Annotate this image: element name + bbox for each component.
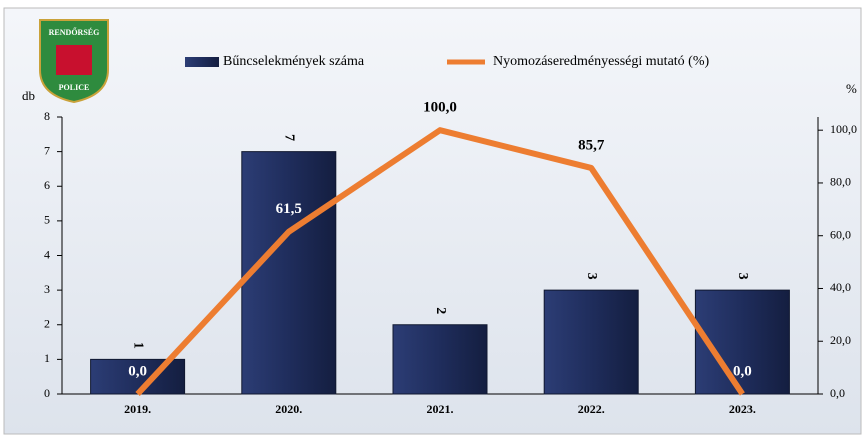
y2-tick-label: 0,0 [830, 386, 845, 400]
bar-value-label: 3 [584, 273, 599, 280]
line-value-label: 100,0 [423, 100, 457, 116]
bar-value-label: 7 [282, 134, 297, 141]
logo: RENDŐRSÉG POLICE [39, 19, 109, 104]
bar [543, 289, 639, 395]
y2-axis-label: % [846, 81, 857, 96]
line [135, 127, 745, 397]
legend: Bűncselekmények száma Nyomozáseredményess… [185, 54, 709, 69]
bar [241, 151, 337, 395]
y-tick-label: 6 [44, 178, 50, 192]
line-value-label: 0,0 [128, 363, 147, 379]
line-value-label: 0,0 [733, 363, 752, 379]
logo-center [56, 45, 92, 75]
y2-tick-label: 20,0 [830, 333, 851, 347]
y-tick-label: 1 [44, 351, 50, 365]
bar [392, 324, 488, 395]
y2-tick-label: 40,0 [830, 280, 851, 294]
y-tick-label: 4 [44, 247, 50, 261]
bar-value-label: 3 [735, 273, 750, 280]
y-tick-label: 5 [44, 213, 50, 227]
y2-tick-label: 80,0 [830, 175, 851, 189]
legend-label: Nyomozáseredményességi mutató (%) [493, 54, 709, 69]
y-tick-label: 2 [44, 317, 50, 331]
bar-value-label: 1 [130, 342, 145, 349]
y2-tick-label: 100,0 [830, 122, 857, 136]
x-tick-label: 2019. [124, 402, 151, 416]
y-tick-label: 8 [44, 109, 50, 123]
y-tick-label: 0 [44, 386, 50, 400]
x-tick-label: 2022. [578, 402, 605, 416]
x-tick-label: 2020. [275, 402, 302, 416]
y-axis-label: db [22, 88, 35, 103]
y2-tick-label: 60,0 [830, 227, 851, 241]
logo-top: RENDŐRSÉG [49, 27, 100, 37]
y-tick-label: 7 [44, 143, 50, 157]
logo-bottom: POLICE [59, 83, 90, 92]
x-tick-label: 2021. [427, 402, 454, 416]
bar [90, 358, 186, 395]
legend-swatch [185, 57, 219, 67]
bar-value-label: 2 [433, 307, 448, 314]
legend-label: Bűncselekmények száma [223, 54, 365, 69]
y-tick-label: 3 [44, 282, 50, 296]
line-value-label: 61,5 [276, 201, 302, 217]
x-tick-label: 2023. [729, 402, 756, 416]
line-value-label: 85,7 [578, 137, 605, 153]
